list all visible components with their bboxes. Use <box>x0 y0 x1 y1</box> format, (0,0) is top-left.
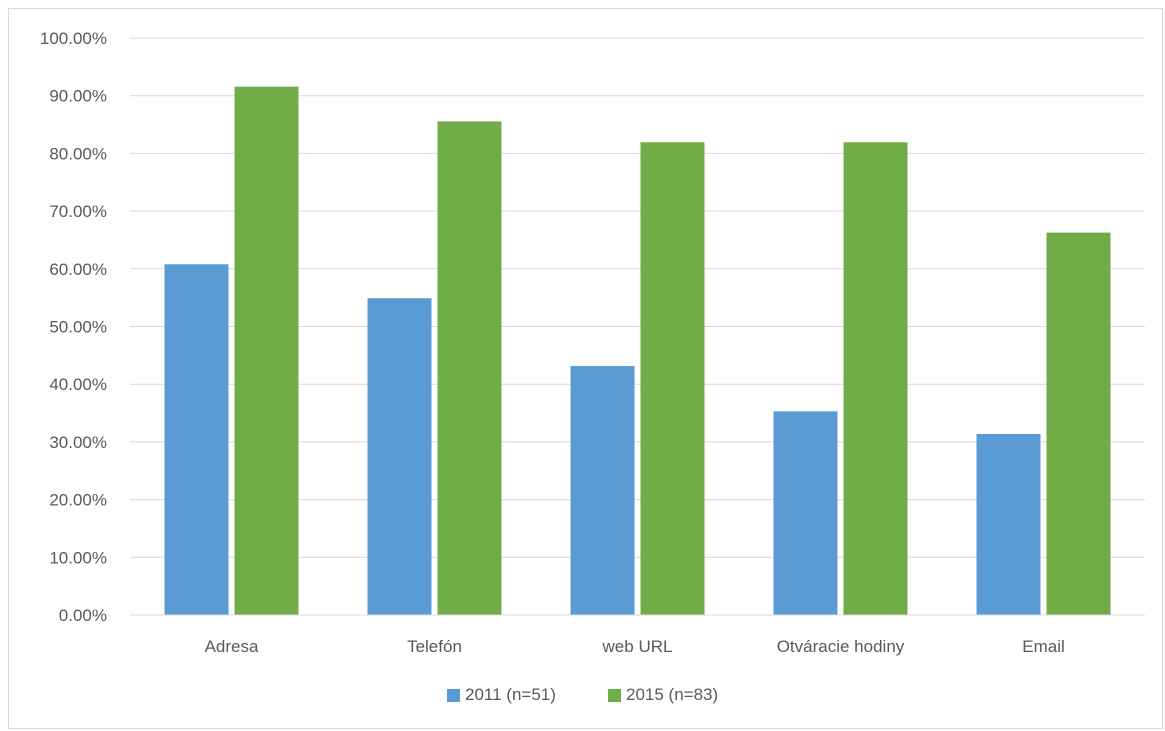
category-labels: Adresa Telefón web URL Otváracie hodiny Emai… <box>205 637 1065 656</box>
legend: 2011 (n=51) 2015 (n=83) <box>447 685 718 704</box>
x-category-label: Email <box>1022 637 1065 656</box>
bar-series-2 <box>437 121 502 615</box>
y-tick-label: 70.00% <box>49 202 107 221</box>
y-axis-tick-labels: 0.00% 10.00% 20.00% 30.00% 40.00% 50.00% 60.00… <box>40 29 107 625</box>
y-tick-label: 30.00% <box>49 433 107 452</box>
y-tick-label: 50.00% <box>49 318 107 337</box>
x-category-label: Telefón <box>407 637 462 656</box>
gridlines <box>130 37 1145 558</box>
bar-series-2 <box>640 142 705 615</box>
legend-label: 2015 (n=83) <box>626 685 718 704</box>
bar-series-1 <box>367 298 432 615</box>
bar-series-1 <box>570 366 635 615</box>
bar-series-1 <box>773 411 838 615</box>
y-tick-label: 80.00% <box>49 144 107 163</box>
legend-label: 2011 (n=51) <box>465 685 556 704</box>
y-tick-label: 100.00% <box>40 29 107 48</box>
bar-series-1 <box>976 433 1041 615</box>
y-tick-label: 10.00% <box>49 548 107 567</box>
y-tick-label: 40.00% <box>49 375 107 394</box>
bar-series-2 <box>843 142 908 615</box>
x-category-label: Adresa <box>205 637 259 656</box>
y-tick-label: 90.00% <box>49 87 107 106</box>
x-category-label: Otváracie hodiny <box>777 637 905 656</box>
bars <box>164 86 1111 615</box>
bar-series-1 <box>164 264 229 615</box>
legend-swatch <box>447 689 460 702</box>
y-tick-label: 20.00% <box>49 491 107 510</box>
bar-series-2 <box>234 86 299 615</box>
y-tick-label: 0.00% <box>59 606 107 625</box>
x-category-label: web URL <box>602 637 673 656</box>
legend-swatch <box>608 689 621 702</box>
bar-series-2 <box>1046 232 1111 615</box>
y-tick-label: 60.00% <box>49 260 107 279</box>
